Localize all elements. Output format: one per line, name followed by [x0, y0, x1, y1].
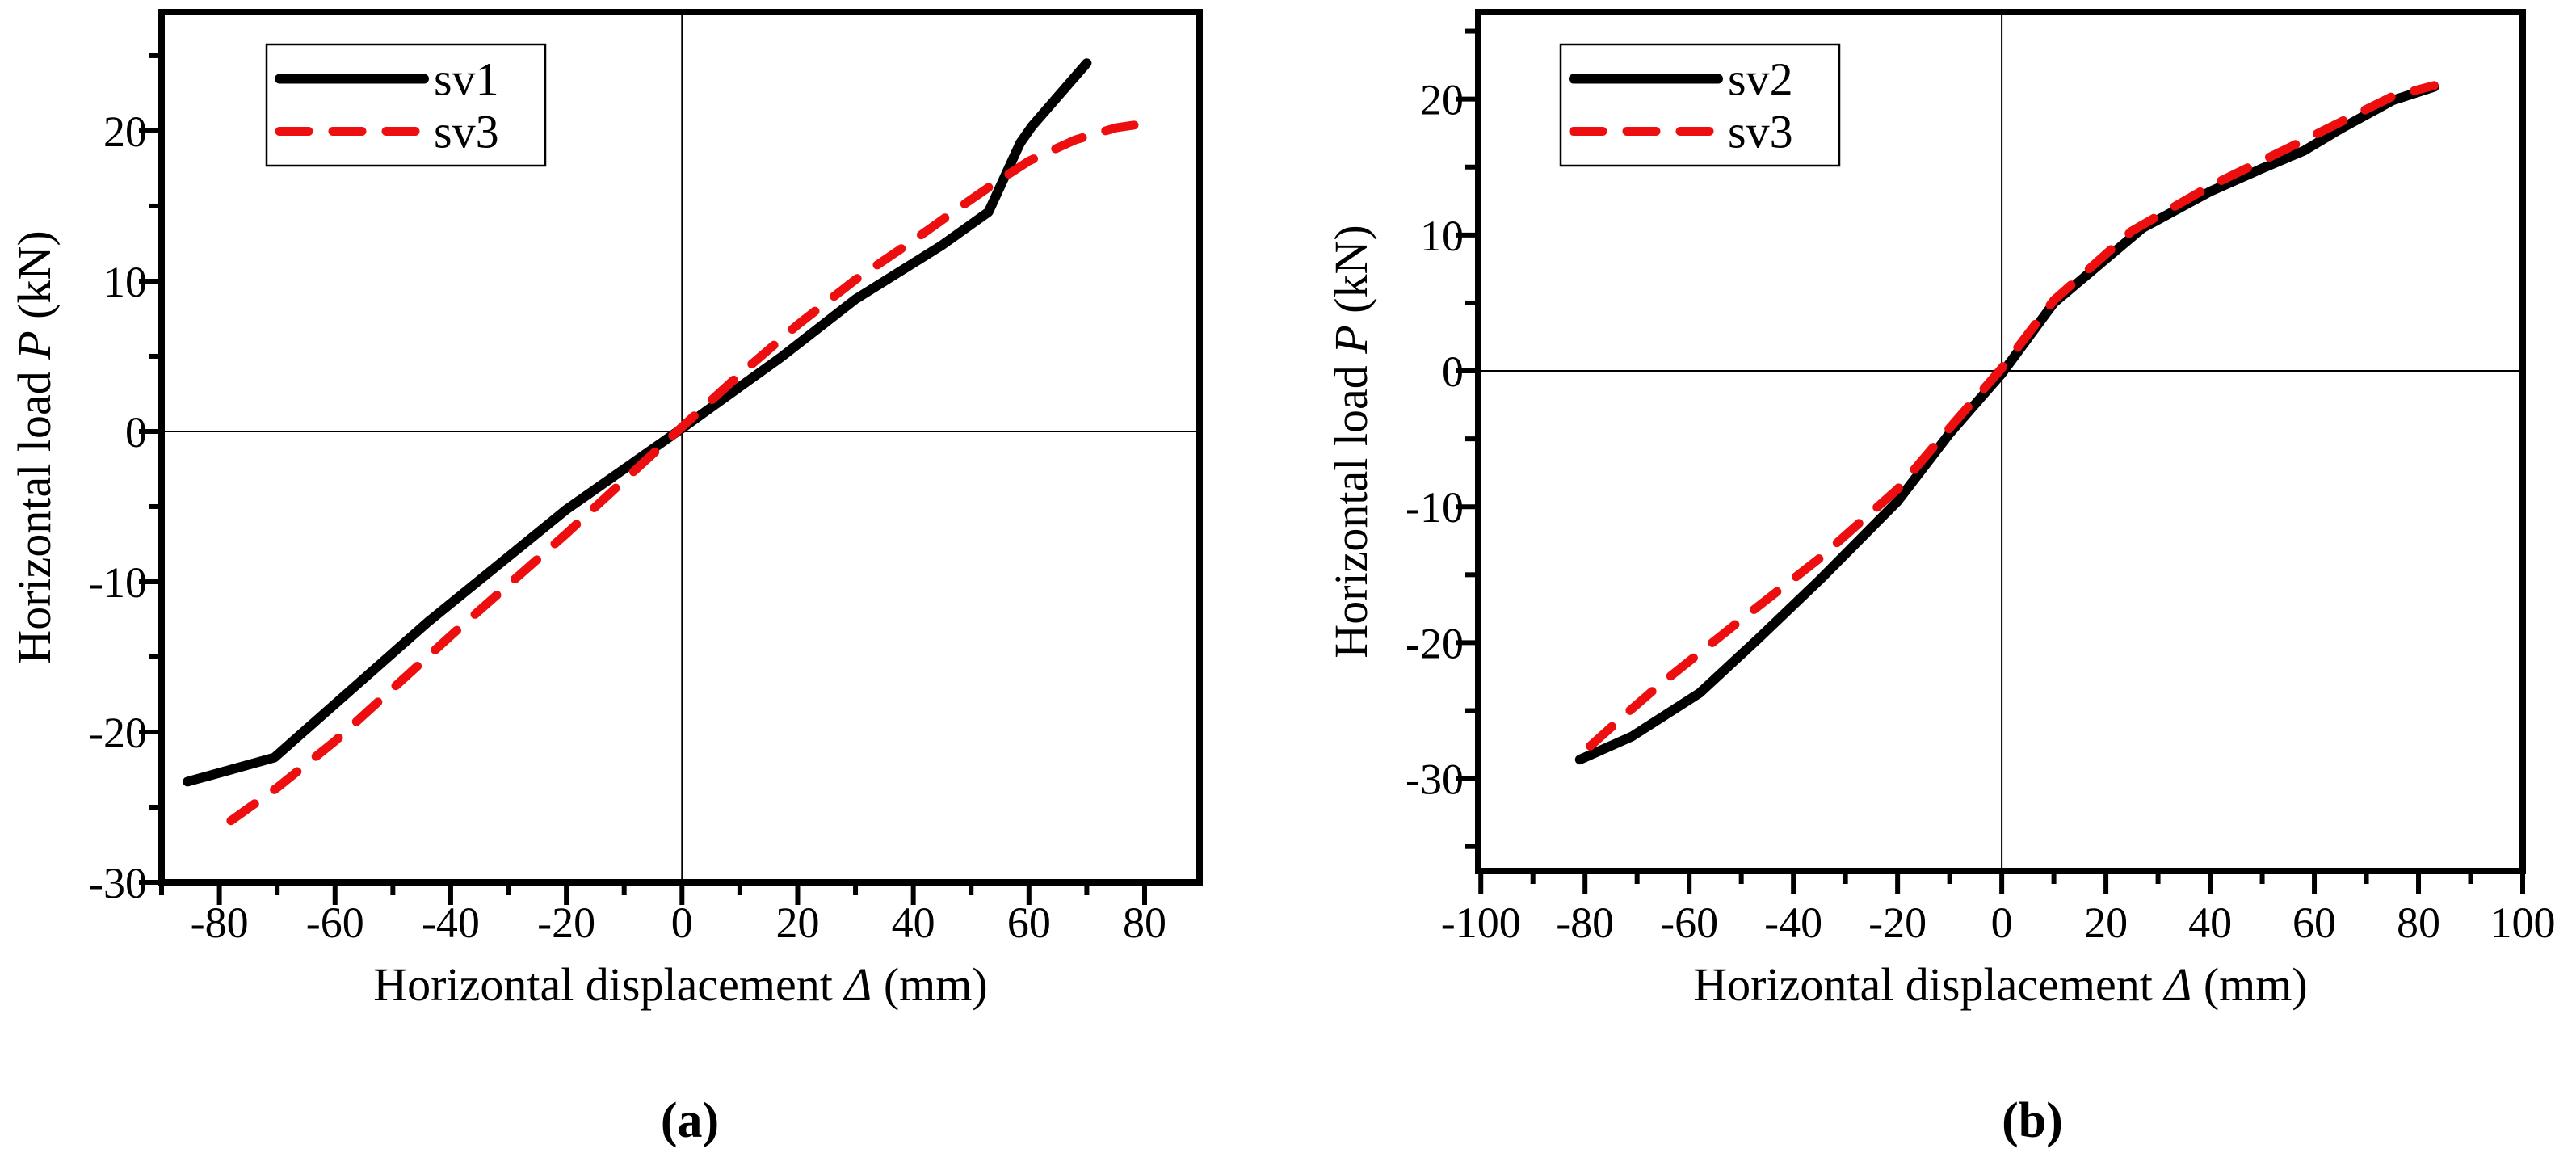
axis-title-symbol: P	[1325, 325, 1377, 354]
y-tick-label: -30	[1406, 755, 1464, 804]
x-tick-label: 60	[2292, 898, 2336, 947]
y-tick-label: -30	[89, 859, 147, 907]
x-tick-label: 80	[2397, 898, 2440, 947]
series-sv3-line	[226, 117, 1161, 826]
legend-label-sv1: sv1	[434, 53, 499, 106]
x-tick-label: -80	[1556, 898, 1614, 947]
y-tick-label: 0	[1442, 347, 1464, 396]
x-tick-label: 0	[1991, 898, 2013, 947]
x-tick-label: 20	[2084, 898, 2128, 947]
axis-title-symbol: Δ	[2162, 958, 2191, 1011]
x-tick-label: -60	[1660, 898, 1718, 947]
x-tick-label: -60	[306, 898, 364, 947]
legend-box	[1559, 43, 1841, 167]
axis-title-symbol: Δ	[843, 958, 872, 1011]
axis-title-text: Horizontal displacement	[373, 958, 844, 1011]
x-tick-label: 0	[671, 898, 693, 947]
y-tick-label: -20	[89, 709, 147, 757]
legend-label-sv2: sv2	[1728, 53, 1793, 106]
y-tick-label: 10	[1420, 212, 1464, 260]
y-tick-label: 0	[125, 408, 147, 457]
x-tick-label: -80	[191, 898, 249, 947]
y-tick-label: -10	[89, 558, 147, 607]
x-tick-label: 80	[1123, 898, 1166, 947]
legend-box	[265, 43, 547, 167]
caption-a: (a)	[660, 1093, 720, 1148]
axis-title-text: (mm)	[2191, 958, 2307, 1011]
y-tick-label: -20	[1406, 619, 1464, 667]
legend-label-sv3: sv3	[434, 106, 499, 158]
axis-title-text: (mm)	[872, 958, 987, 1011]
y-axis-title: Horizontal load P (kN)	[1325, 225, 1377, 658]
axis-title-text: (kN)	[1325, 225, 1377, 325]
series-sv3-line	[1586, 81, 2439, 751]
axis-title-symbol: P	[8, 330, 61, 360]
y-tick-label: -10	[1406, 483, 1464, 532]
series-sv2-line	[1574, 82, 2439, 765]
x-axis-title: Horizontal displacement Δ (mm)	[373, 958, 987, 1011]
x-tick-label: 20	[775, 898, 819, 947]
y-tick-label: 20	[103, 107, 147, 156]
axis-title-text: Horizontal load	[1325, 354, 1377, 659]
x-tick-label: -100	[1441, 898, 1521, 947]
axis-title-text: Horizontal displacement	[1693, 958, 2164, 1011]
y-axis-title: Horizontal load P (kN)	[8, 230, 61, 663]
x-tick-label: 60	[1007, 898, 1051, 947]
x-axis-title: Horizontal displacement Δ (mm)	[1693, 958, 2307, 1011]
x-tick-label: 40	[2188, 898, 2232, 947]
y-tick-label: 20	[1420, 76, 1464, 124]
caption-b: (b)	[2002, 1093, 2063, 1148]
x-tick-label: -40	[1764, 898, 1822, 947]
x-tick-label: 100	[2490, 898, 2556, 947]
x-tick-label: -40	[422, 898, 480, 947]
y-tick-label: 10	[103, 258, 147, 306]
axis-title-text: Horizontal load	[8, 360, 61, 664]
x-tick-label: 40	[892, 898, 935, 947]
axis-title-text: (kN)	[8, 230, 61, 330]
legend-label-sv3: sv3	[1728, 106, 1793, 158]
series-sv1-line	[183, 58, 1092, 787]
x-tick-label: -20	[537, 898, 595, 947]
x-tick-label: -20	[1868, 898, 1927, 947]
